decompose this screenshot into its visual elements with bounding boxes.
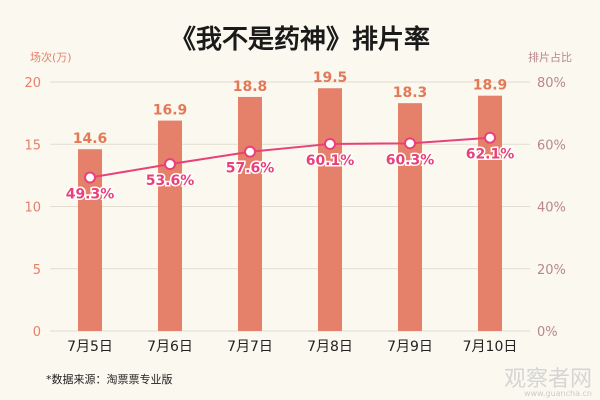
bar-value-label: 18.8 [233, 79, 268, 95]
line-point [324, 137, 336, 150]
bar-value-label: 19.5 [313, 70, 348, 86]
line-point [244, 145, 256, 158]
bar-value-labels: 14.6 16.9 18.8 19.5 18.3 18.9 [73, 70, 508, 147]
line-value-label: 60.3% [386, 152, 435, 168]
bar [318, 88, 342, 331]
x-axis-tick-labels: 7月5日 7月6日 7月7日 7月8日 7月9日 7月10日 [67, 339, 517, 355]
x-axis-tick-label: 7月6日 [147, 339, 193, 355]
right-axis-tick-label: 20% [537, 263, 566, 278]
line-point [84, 171, 96, 184]
x-axis-tick-label: 7月9日 [387, 339, 433, 355]
right-axis-label: 排片占比 [528, 50, 572, 64]
line-series [84, 131, 496, 184]
left-axis-label: 场次(万) [30, 50, 72, 64]
gridlines [50, 81, 530, 332]
right-axis-tick-label: 80% [537, 76, 566, 91]
line-value-labels: 49.3% 53.6% 57.6% 60.1% 60.3% 62.1% [64, 145, 516, 204]
bar-series [78, 88, 502, 331]
bar-value-label: 18.9 [473, 78, 508, 94]
left-axis-tick-label: 5 [33, 263, 41, 278]
bar [478, 95, 502, 331]
watermark-logo: 观察者网 www.guancha.cn [504, 367, 592, 398]
bar [158, 120, 182, 331]
right-axis-tick-label: 0% [537, 325, 558, 340]
right-axis-tick-label: 40% [537, 201, 566, 216]
line-value-label: 49.3% [66, 187, 115, 203]
left-axis-tick-label: 0 [33, 325, 41, 340]
left-axis-ticks: 0 5 10 15 20 [24, 76, 41, 340]
bar [238, 96, 262, 331]
chart-title: 《我不是药神》排片率 [170, 24, 430, 55]
bar-value-label: 18.3 [393, 85, 428, 101]
line-value-label: 62.1% [466, 147, 515, 163]
watermark-url-text: www.guancha.cn [524, 389, 592, 398]
line-point [404, 137, 416, 150]
footnote: *数据来源：淘票票专业版 [46, 372, 173, 386]
watermark-logo-text: 观察者网 [504, 367, 592, 392]
line-point [484, 131, 496, 144]
x-axis-tick-label: 7月10日 [463, 339, 518, 355]
line-path [89, 136, 491, 179]
line-value-label: 53.6% [146, 173, 195, 189]
line-value-label: 57.6% [226, 161, 275, 177]
bar-value-label: 14.6 [73, 131, 108, 147]
line-point [164, 158, 176, 171]
left-axis-tick-label: 10 [24, 201, 41, 216]
right-axis-tick-label: 60% [537, 138, 566, 153]
x-axis-tick-label: 7月8日 [307, 339, 353, 355]
left-axis-tick-label: 15 [24, 138, 41, 153]
x-axis-tick-label: 7月5日 [67, 339, 113, 355]
x-axis-tick-label: 7月7日 [227, 339, 273, 355]
bar-value-label: 16.9 [153, 103, 188, 119]
left-axis-tick-label: 20 [24, 76, 41, 91]
right-axis-ticks: 0% 20% 40% 60% 80% [537, 76, 566, 340]
line-value-label: 60.1% [306, 153, 355, 169]
